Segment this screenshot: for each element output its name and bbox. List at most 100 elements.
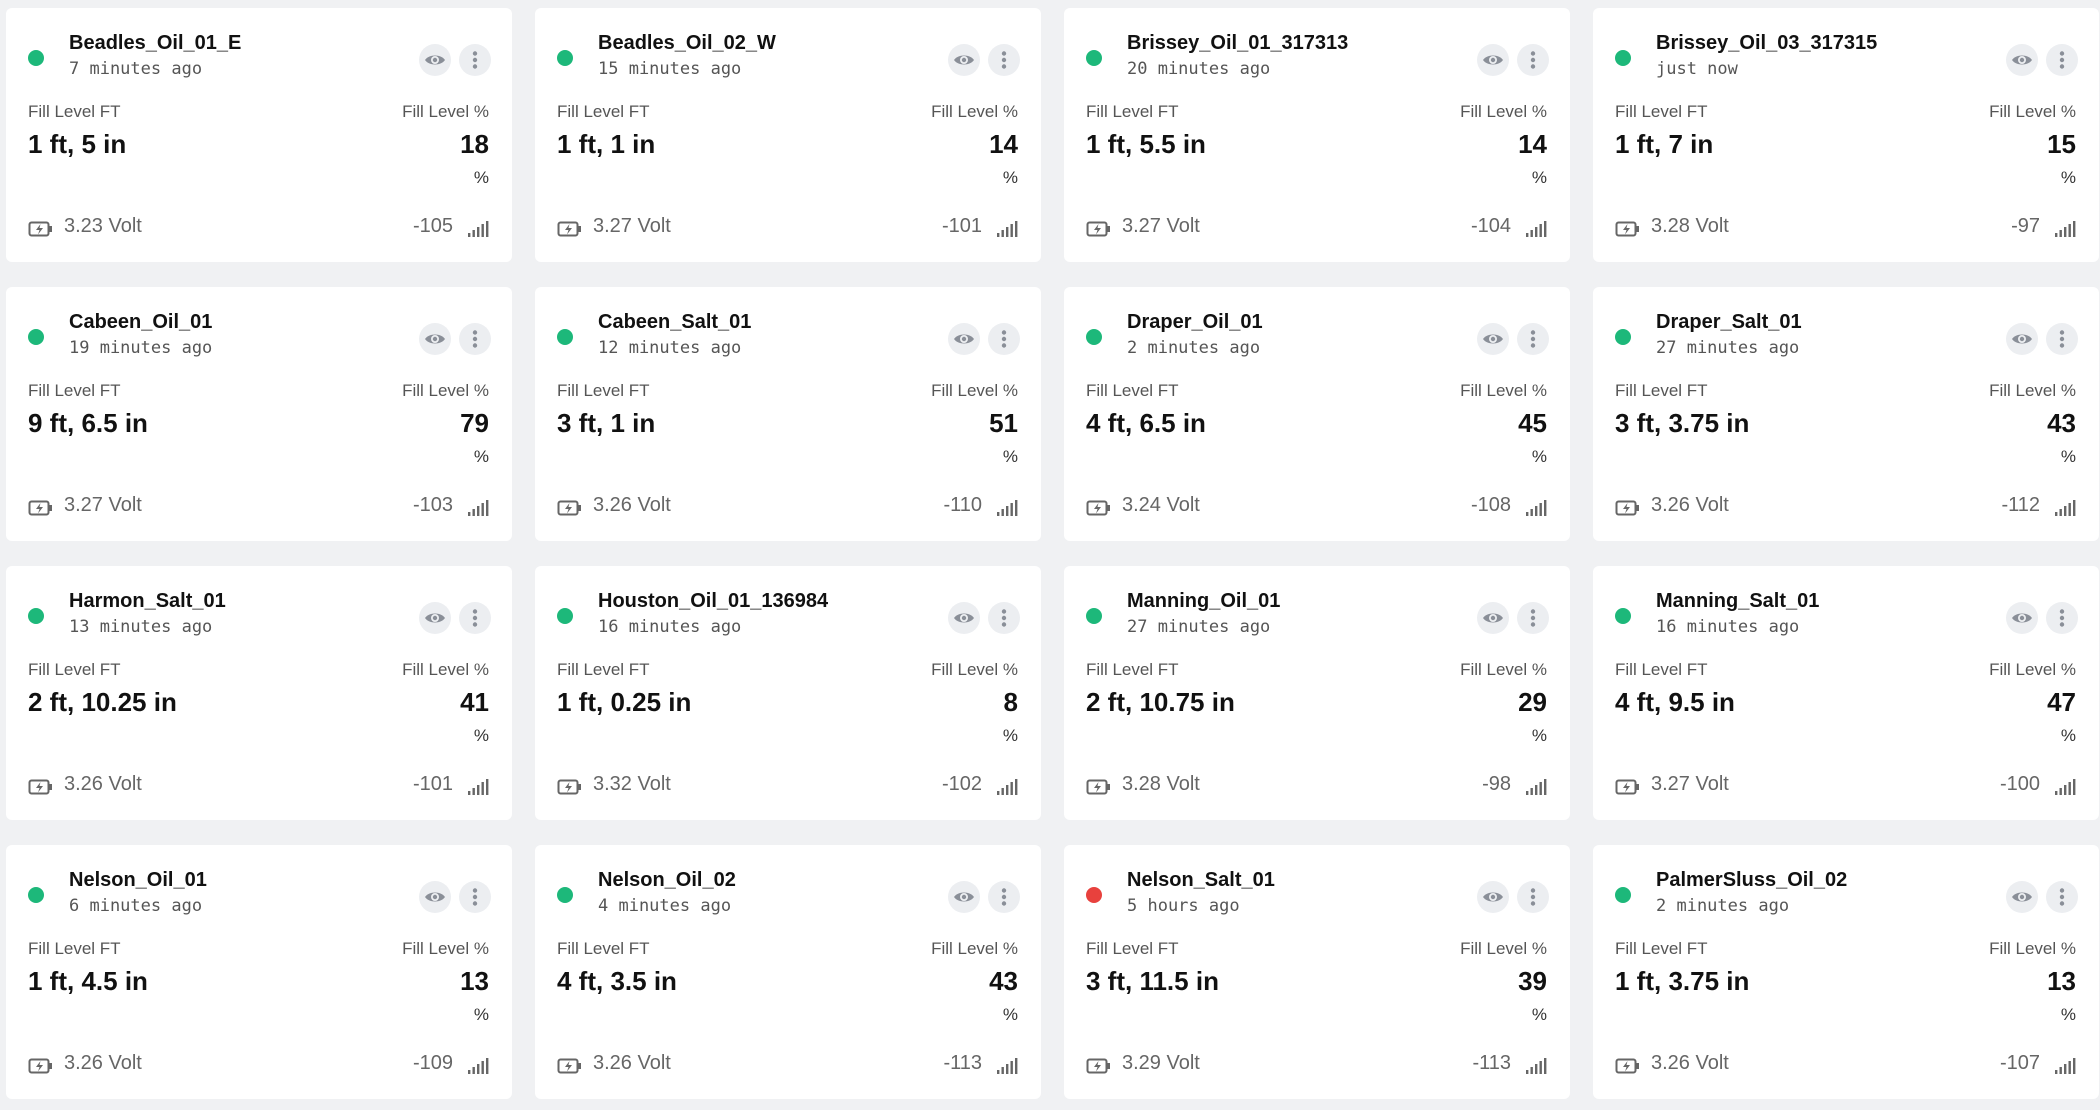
- fill-level-ft-label: Fill Level FT: [1086, 660, 1179, 679]
- fill-level-ft-value: 4 ft, 6.5 in: [1086, 408, 1206, 438]
- view-button[interactable]: [1477, 323, 1509, 355]
- tank-card[interactable]: Manning_Salt_01 16 minutes ago Fill Level …: [1593, 566, 2099, 820]
- more-options-button[interactable]: [459, 602, 491, 634]
- status-indicator: [1086, 50, 1102, 66]
- more-options-button[interactable]: [2046, 602, 2078, 634]
- tank-card[interactable]: Brissey_Oil_03_317315 just now Fill Level …: [1593, 8, 2099, 262]
- tank-card[interactable]: Harmon_Salt_01 13 minutes ago Fill Level F…: [6, 566, 512, 820]
- view-button[interactable]: [948, 602, 980, 634]
- tank-name[interactable]: Brissey_Oil_01_317313: [1127, 32, 1349, 54]
- view-button[interactable]: [419, 881, 451, 913]
- tank-name[interactable]: Draper_Oil_01: [1127, 311, 1263, 333]
- tank-card[interactable]: Nelson_Oil_01 6 minutes ago Fill Level FT F…: [6, 845, 512, 1099]
- signal-strength-value: -97: [2011, 215, 2040, 237]
- fill-level-ft-value: 1 ft, 0.25 in: [557, 687, 692, 717]
- status-indicator: [1615, 887, 1631, 903]
- battery-charging-icon: [28, 499, 54, 522]
- percent-unit: %: [1002, 447, 1018, 466]
- more-options-button[interactable]: [2046, 881, 2078, 913]
- tank-name[interactable]: Harmon_Salt_01: [69, 590, 226, 612]
- view-button[interactable]: [2006, 602, 2038, 634]
- view-button[interactable]: [2006, 323, 2038, 355]
- tank-name[interactable]: Nelson_Salt_01: [1127, 869, 1275, 891]
- view-button[interactable]: [419, 602, 451, 634]
- tank-card[interactable]: Beadles_Oil_01_E 7 minutes ago Fill Level …: [6, 8, 512, 262]
- more-options-button[interactable]: [459, 881, 491, 913]
- battery-charging-icon: [28, 220, 54, 243]
- last-updated: 16 minutes ago: [598, 617, 742, 637]
- signal-strength-value: -112: [2001, 494, 2040, 516]
- fill-level-ft-label: Fill Level FT: [28, 939, 121, 958]
- fill-level-ft-label: Fill Level FT: [1615, 939, 1708, 958]
- more-options-button[interactable]: [1517, 323, 1549, 355]
- signal-bars-icon: [996, 778, 1018, 801]
- tank-name[interactable]: Brissey_Oil_03_317315: [1656, 32, 1878, 54]
- tank-name[interactable]: Houston_Oil_01_136984: [598, 590, 829, 612]
- more-options-button[interactable]: [988, 602, 1020, 634]
- percent-unit: %: [1531, 726, 1547, 745]
- tank-card[interactable]: Houston_Oil_01_136984 16 minutes ago Fill …: [535, 566, 1041, 820]
- signal-bars-icon: [996, 499, 1018, 522]
- more-options-button[interactable]: [1517, 602, 1549, 634]
- view-button[interactable]: [1477, 602, 1509, 634]
- tank-card[interactable]: Brissey_Oil_01_317313 20 minutes ago Fill …: [1064, 8, 1570, 262]
- more-options-button[interactable]: [459, 44, 491, 76]
- fill-level-pct-label: Fill Level %: [1460, 102, 1547, 121]
- more-options-button[interactable]: [2046, 44, 2078, 76]
- signal-strength-value: -101: [412, 773, 453, 795]
- more-options-button[interactable]: [1517, 44, 1549, 76]
- last-updated: 19 minutes ago: [69, 338, 213, 358]
- view-button[interactable]: [1477, 44, 1509, 76]
- view-button[interactable]: [948, 881, 980, 913]
- battery-voltage: 3.26 Volt: [1651, 494, 1729, 516]
- tank-name[interactable]: Nelson_Oil_02: [598, 869, 736, 891]
- fill-level-pct-value: 43: [989, 966, 1018, 996]
- tank-name[interactable]: PalmerSluss_Oil_02: [1656, 869, 1848, 891]
- last-updated: 20 minutes ago: [1127, 59, 1271, 79]
- view-button[interactable]: [2006, 44, 2038, 76]
- fill-level-ft-label: Fill Level FT: [1086, 939, 1179, 958]
- tank-name[interactable]: Beadles_Oil_02_W: [598, 32, 776, 54]
- last-updated: 27 minutes ago: [1127, 617, 1271, 637]
- tank-name[interactable]: Draper_Salt_01: [1656, 311, 1802, 333]
- tank-name[interactable]: Manning_Salt_01: [1656, 590, 1820, 612]
- more-options-button[interactable]: [2046, 323, 2078, 355]
- tank-card[interactable]: Nelson_Salt_01 5 hours ago Fill Level FT Fi…: [1064, 845, 1570, 1099]
- signal-strength-value: -103: [412, 494, 453, 516]
- tank-name[interactable]: Manning_Oil_01: [1127, 590, 1281, 612]
- tank-card[interactable]: Cabeen_Salt_01 12 minutes ago Fill Level F…: [535, 287, 1041, 541]
- last-updated: 7 minutes ago: [69, 59, 203, 79]
- view-button[interactable]: [419, 44, 451, 76]
- view-button[interactable]: [419, 323, 451, 355]
- more-options-button[interactable]: [988, 881, 1020, 913]
- tank-name[interactable]: Nelson_Oil_01: [69, 869, 207, 891]
- tank-card[interactable]: Manning_Oil_01 27 minutes ago Fill Level F…: [1064, 566, 1570, 820]
- more-options-button[interactable]: [459, 323, 491, 355]
- fill-level-ft-label: Fill Level FT: [28, 660, 121, 679]
- fill-level-pct-label: Fill Level %: [931, 381, 1018, 400]
- fill-level-pct-value: 45: [1518, 408, 1547, 438]
- view-button[interactable]: [1477, 881, 1509, 913]
- tank-card[interactable]: Cabeen_Oil_01 19 minutes ago Fill Level FT…: [6, 287, 512, 541]
- view-button[interactable]: [2006, 881, 2038, 913]
- tank-name[interactable]: Cabeen_Oil_01: [69, 311, 213, 333]
- tank-card[interactable]: Draper_Salt_01 27 minutes ago Fill Level F…: [1593, 287, 2099, 541]
- tank-card[interactable]: Nelson_Oil_02 4 minutes ago Fill Level FT F…: [535, 845, 1041, 1099]
- more-options-button[interactable]: [1517, 881, 1549, 913]
- status-indicator: [1086, 887, 1102, 903]
- signal-bars-icon: [1525, 499, 1547, 522]
- tank-card[interactable]: PalmerSluss_Oil_02 2 minutes ago Fill Leve…: [1593, 845, 2099, 1099]
- fill-level-pct-value: 13: [2047, 966, 2076, 996]
- signal-strength-value: -113: [943, 1052, 982, 1074]
- fill-level-ft-label: Fill Level FT: [1086, 381, 1179, 400]
- more-options-button[interactable]: [988, 44, 1020, 76]
- more-options-button[interactable]: [988, 323, 1020, 355]
- tank-name[interactable]: Beadles_Oil_01_E: [69, 32, 242, 54]
- tank-card[interactable]: Draper_Oil_01 2 minutes ago Fill Level FT F…: [1064, 287, 1570, 541]
- fill-level-ft-value: 2 ft, 10.25 in: [28, 687, 177, 717]
- fill-level-ft-label: Fill Level FT: [557, 660, 650, 679]
- tank-name[interactable]: Cabeen_Salt_01: [598, 311, 752, 333]
- view-button[interactable]: [948, 44, 980, 76]
- tank-card[interactable]: Beadles_Oil_02_W 15 minutes ago Fill Level…: [535, 8, 1041, 262]
- view-button[interactable]: [948, 323, 980, 355]
